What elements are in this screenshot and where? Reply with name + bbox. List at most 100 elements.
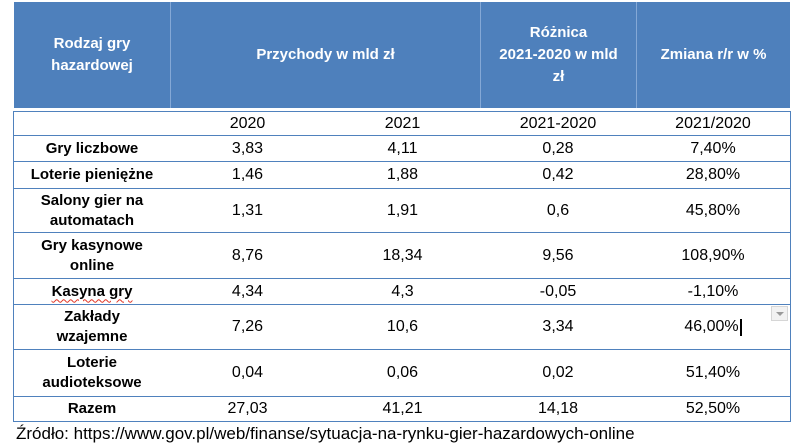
cell-change[interactable]: 45,80% [636, 189, 790, 232]
table-row: Loterie audioteksowe 0,04 0,06 0,02 51,4… [14, 349, 790, 396]
value-2021: 10,6 [386, 318, 419, 335]
value-change: 46,00% [684, 318, 739, 335]
cell-change[interactable]: 52,50% [636, 397, 790, 421]
subheader-cell-ratio[interactable]: 2021/2020 [636, 112, 790, 135]
value-diff: 0,28 [542, 139, 574, 157]
cell-2021[interactable]: 4,3 [325, 279, 480, 304]
value-diff: 0,42 [542, 166, 574, 183]
cell-change[interactable]: -1,10% [636, 279, 790, 304]
cell-row-label[interactable]: Salony gier na automatach [14, 189, 170, 232]
value-2020: 8,76 [231, 246, 264, 264]
table-row: Gry liczbowe 3,83 4,11 0,28 7,40% [14, 135, 790, 161]
cell-diff[interactable]: 9,56 [480, 233, 636, 278]
table-body: 2020 2021 2021-2020 2021/2020 Gry liczbo… [13, 111, 791, 422]
value-2021: 1,88 [386, 166, 419, 183]
value-2020: 1,31 [231, 201, 264, 219]
header-label: Zmiana r/r w % [660, 46, 767, 63]
cell-row-label[interactable]: Gry liczbowe [14, 136, 170, 161]
cell-2021[interactable]: 18,34 [325, 233, 480, 278]
header-cell-przychody[interactable]: Przychody w mld zł [170, 2, 480, 108]
cell-2021[interactable]: 1,88 [325, 162, 480, 188]
value-change: 28,80% [685, 166, 741, 183]
row-label: Gry liczbowe [45, 139, 139, 157]
cell-diff[interactable]: 0,42 [480, 162, 636, 188]
cell-change[interactable]: 46,00% [636, 305, 790, 349]
cell-change[interactable]: 108,90% [636, 233, 790, 278]
header-cell-rodzaj-gry[interactable]: Rodzaj gry hazardowej [14, 2, 170, 108]
chevron-down-icon [775, 311, 784, 316]
value-2021: 41,21 [382, 400, 423, 417]
cell-2020[interactable]: 7,26 [170, 305, 325, 349]
subheader-cell-2020[interactable]: 2020 [170, 112, 325, 135]
cell-2021[interactable]: 1,91 [325, 189, 480, 232]
subheader-cell-diff[interactable]: 2021-2020 [480, 112, 636, 135]
cell-diff[interactable]: 0,28 [480, 136, 636, 161]
dropdown-button[interactable] [771, 306, 788, 321]
value-2020: 0,04 [231, 364, 264, 381]
cell-2020[interactable]: 1,46 [170, 162, 325, 188]
text-cursor [739, 318, 742, 336]
cell-2020[interactable]: 8,76 [170, 233, 325, 278]
row-label: Loterie audioteksowe [42, 354, 142, 391]
cell-2020[interactable]: 3,83 [170, 136, 325, 161]
value-2020: 27,03 [227, 400, 268, 417]
cell-row-label[interactable]: Loterie audioteksowe [14, 350, 170, 396]
header-label: Różnica 2021-2020 w mld zł [499, 24, 618, 85]
header-cell-roznica[interactable]: Różnica 2021-2020 w mld zł [480, 2, 636, 108]
table-row: Zakłady wzajemne 7,26 10,6 3,34 46,00% [14, 304, 790, 349]
value-change: 51,40% [685, 364, 741, 381]
value-change: 7,40% [690, 139, 736, 157]
subheader-label: 2021 [384, 114, 421, 132]
value-diff: 3,34 [542, 318, 574, 335]
value-change: 52,50% [685, 400, 741, 417]
row-label: Razem [67, 400, 117, 417]
cell-2020[interactable]: 4,34 [170, 279, 325, 304]
source-citation[interactable]: Źródło: https://www.gov.pl/web/finanse/s… [16, 424, 635, 443]
value-2021: 0,06 [386, 364, 419, 381]
cell-diff[interactable]: 3,34 [480, 305, 636, 349]
value-change: -1,10% [687, 282, 739, 300]
row-label: Zakłady wzajemne [56, 308, 128, 345]
cell-2020[interactable]: 27,03 [170, 397, 325, 421]
cell-2021[interactable]: 41,21 [325, 397, 480, 421]
table-header-row: Rodzaj gry hazardowej Przychody w mld zł… [14, 2, 790, 108]
value-diff: -0,05 [539, 282, 577, 300]
cell-2020[interactable]: 0,04 [170, 350, 325, 396]
value-diff: 0,6 [546, 201, 570, 219]
cell-diff[interactable]: 14,18 [480, 397, 636, 421]
row-label: Gry kasynowe online [41, 236, 143, 274]
subheader-label: 2021-2020 [519, 114, 597, 132]
subheader-cell-2021[interactable]: 2021 [325, 112, 480, 135]
subheader-cell-empty[interactable] [14, 112, 170, 135]
cell-change[interactable]: 28,80% [636, 162, 790, 188]
cell-row-label[interactable]: Zakłady wzajemne [14, 305, 170, 349]
cell-2021[interactable]: 0,06 [325, 350, 480, 396]
value-change: 45,80% [685, 201, 741, 219]
cell-row-label[interactable]: Kasyna gry [14, 279, 170, 304]
value-diff: 14,18 [537, 400, 579, 417]
header-cell-zmiana[interactable]: Zmiana r/r w % [636, 2, 790, 108]
value-2020: 1,46 [231, 166, 264, 183]
cell-change[interactable]: 7,40% [636, 136, 790, 161]
table-row: Kasyna gry 4,34 4,3 -0,05 -1,10% [14, 278, 790, 304]
cell-diff[interactable]: -0,05 [480, 279, 636, 304]
cell-diff[interactable]: 0,02 [480, 350, 636, 396]
cell-diff[interactable]: 0,6 [480, 189, 636, 232]
value-2021: 4,11 [387, 139, 418, 157]
cell-row-label[interactable]: Gry kasynowe online [14, 233, 170, 278]
cell-2021[interactable]: 10,6 [325, 305, 480, 349]
cell-change[interactable]: 51,40% [636, 350, 790, 396]
value-diff: 0,02 [542, 364, 574, 381]
subheader-label: 2021/2020 [675, 114, 751, 132]
row-label: Loterie pieniężne [30, 166, 154, 183]
subheader-label: 2020 [229, 114, 266, 132]
value-2021: 4,3 [391, 282, 414, 300]
cell-2020[interactable]: 1,31 [170, 189, 325, 232]
table-row-total: Razem 27,03 41,21 14,18 52,50% [14, 396, 790, 421]
cell-2021[interactable]: 4,11 [325, 136, 480, 161]
value-diff: 9,56 [542, 246, 574, 264]
cell-row-label[interactable]: Razem [14, 397, 170, 421]
header-label: Rodzaj gry hazardowej [51, 35, 133, 74]
cell-row-label[interactable]: Loterie pieniężne [14, 162, 170, 188]
